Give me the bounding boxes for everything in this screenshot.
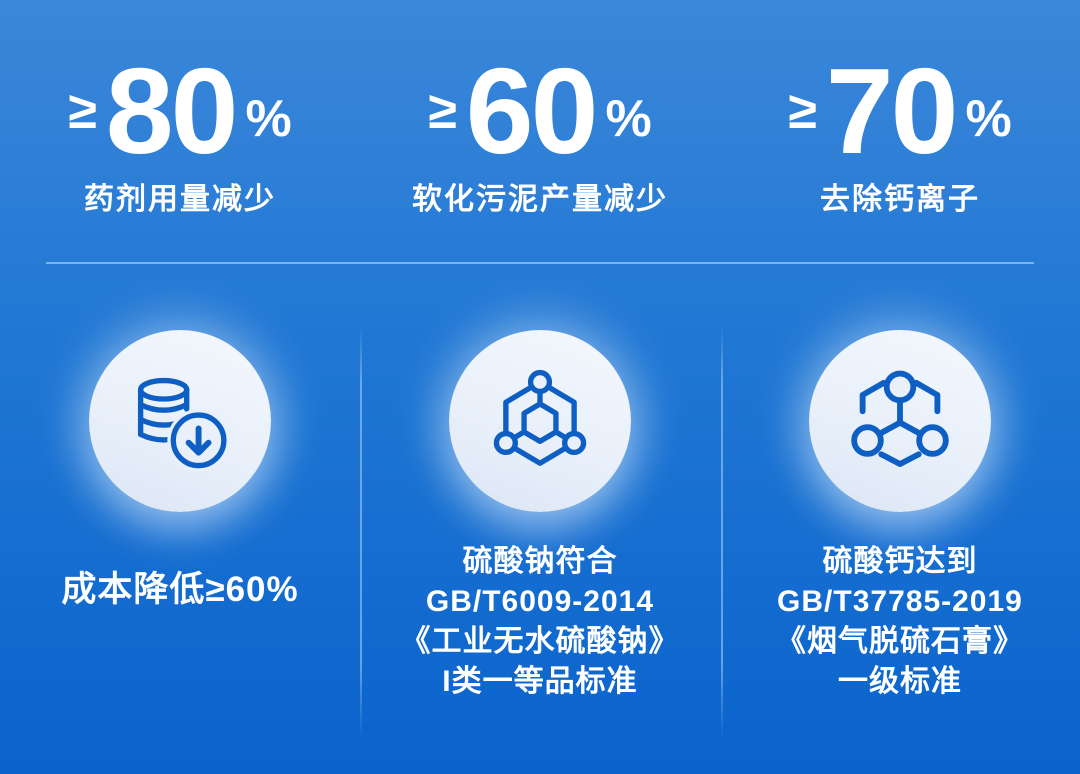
stat-value: ≥ 60 %	[428, 50, 652, 172]
icon-circle	[808, 330, 991, 512]
feature-caption: 成本降低≥60%	[61, 570, 298, 610]
caption-line: GB/T37785-2019	[777, 585, 1023, 618]
stats-row: ≥ 80 % 药剂用量减少 ≥ 60 % 软化污泥产量减少 ≥ 70 % 去除钙…	[0, 0, 1080, 220]
caption-line: 《工业无水硫酸钠》	[400, 625, 680, 658]
features-row: 成本降低≥60% 硫酸钠符合 GB/T6009-2014	[0, 326, 1080, 738]
vertical-divider	[360, 326, 362, 738]
horizontal-divider	[46, 262, 1034, 264]
stat-value: ≥ 80 %	[68, 50, 292, 172]
stat-label: 软化污泥产量减少	[411, 183, 668, 216]
caption-line: 硫酸钠符合	[462, 545, 618, 578]
caption-line: 硫酸钙达到	[822, 545, 978, 578]
geq-symbol: ≥	[428, 82, 457, 140]
feature-caption: 硫酸钠符合 GB/T6009-2014 《工业无水硫酸钠》 I类一等品标准	[400, 542, 679, 702]
geq-symbol: ≥	[788, 82, 817, 140]
stat-number: 60	[465, 43, 599, 179]
percent-sign: %	[605, 90, 652, 148]
caption-line: GB/T6009-2014	[425, 585, 655, 618]
caption-line: 成本降低≥60%	[61, 570, 299, 609]
stat-number: 80	[105, 43, 239, 179]
icon-circle	[88, 330, 271, 512]
database-download-icon	[137, 377, 230, 472]
caption-line: I类一等品标准	[442, 665, 638, 698]
feature-caption: 硫酸钙达到 GB/T37785-2019 《烟气脱硫石膏》 一级标准	[776, 542, 1024, 702]
vertical-divider	[721, 326, 723, 738]
caption-line: 《烟气脱硫石膏》	[775, 625, 1024, 658]
feature-cost-reduction: 成本降低≥60%	[0, 330, 360, 702]
stat-calcium-removal: ≥ 70 % 去除钙离子	[720, 50, 1080, 220]
hexagon-molecule-icon	[493, 369, 587, 466]
percent-sign: %	[245, 90, 292, 148]
stat-label: 去除钙离子	[819, 183, 980, 216]
caption-line: 一级标准	[837, 665, 962, 698]
stat-chemical-reduction: ≥ 80 % 药剂用量减少	[0, 50, 360, 220]
percent-sign: %	[965, 90, 1012, 148]
stat-value: ≥ 70 %	[788, 50, 1012, 172]
stat-number: 70	[825, 43, 959, 179]
molecule-network-icon	[851, 370, 949, 467]
stat-sludge-reduction: ≥ 60 % 软化污泥产量减少	[360, 50, 720, 220]
stat-label: 药剂用量减少	[83, 183, 276, 216]
feature-sodium-sulfate-standard: 硫酸钠符合 GB/T6009-2014 《工业无水硫酸钠》 I类一等品标准	[360, 330, 720, 702]
feature-calcium-sulfate-standard: 硫酸钙达到 GB/T37785-2019 《烟气脱硫石膏》 一级标准	[720, 330, 1080, 702]
geq-symbol: ≥	[68, 82, 97, 140]
icon-circle	[448, 330, 631, 512]
